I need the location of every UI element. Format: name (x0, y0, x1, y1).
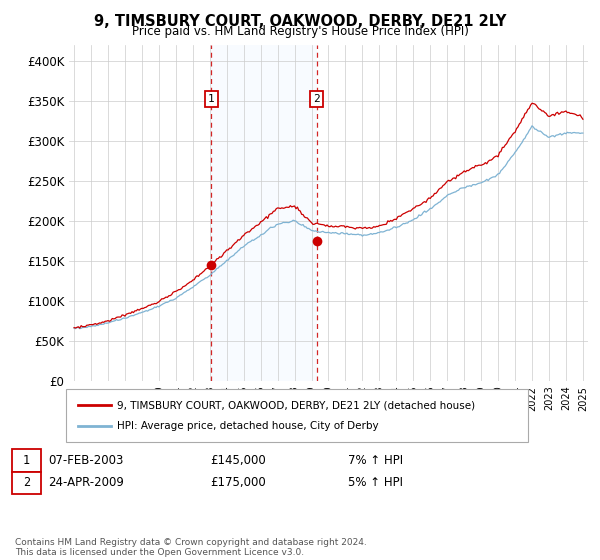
Text: 9, TIMSBURY COURT, OAKWOOD, DERBY, DE21 2LY: 9, TIMSBURY COURT, OAKWOOD, DERBY, DE21 … (94, 14, 506, 29)
Text: 1: 1 (23, 454, 30, 467)
Text: 9, TIMSBURY COURT, OAKWOOD, DERBY, DE21 2LY (detached house): 9, TIMSBURY COURT, OAKWOOD, DERBY, DE21 … (117, 400, 475, 410)
Text: 5% ↑ HPI: 5% ↑ HPI (348, 476, 403, 489)
Text: HPI: Average price, detached house, City of Derby: HPI: Average price, detached house, City… (117, 421, 379, 431)
Text: 1: 1 (208, 94, 215, 104)
Text: 2: 2 (313, 94, 320, 104)
Text: Price paid vs. HM Land Registry's House Price Index (HPI): Price paid vs. HM Land Registry's House … (131, 25, 469, 38)
Bar (211, 45, 317, 381)
Text: Contains HM Land Registry data © Crown copyright and database right 2024.
This d: Contains HM Land Registry data © Crown c… (15, 538, 367, 557)
Text: 7% ↑ HPI: 7% ↑ HPI (348, 454, 403, 467)
Text: 24-APR-2009: 24-APR-2009 (48, 476, 124, 489)
Text: £145,000: £145,000 (210, 454, 266, 467)
Text: 07-FEB-2003: 07-FEB-2003 (48, 454, 124, 467)
Text: 2: 2 (23, 476, 30, 489)
Text: £175,000: £175,000 (210, 476, 266, 489)
